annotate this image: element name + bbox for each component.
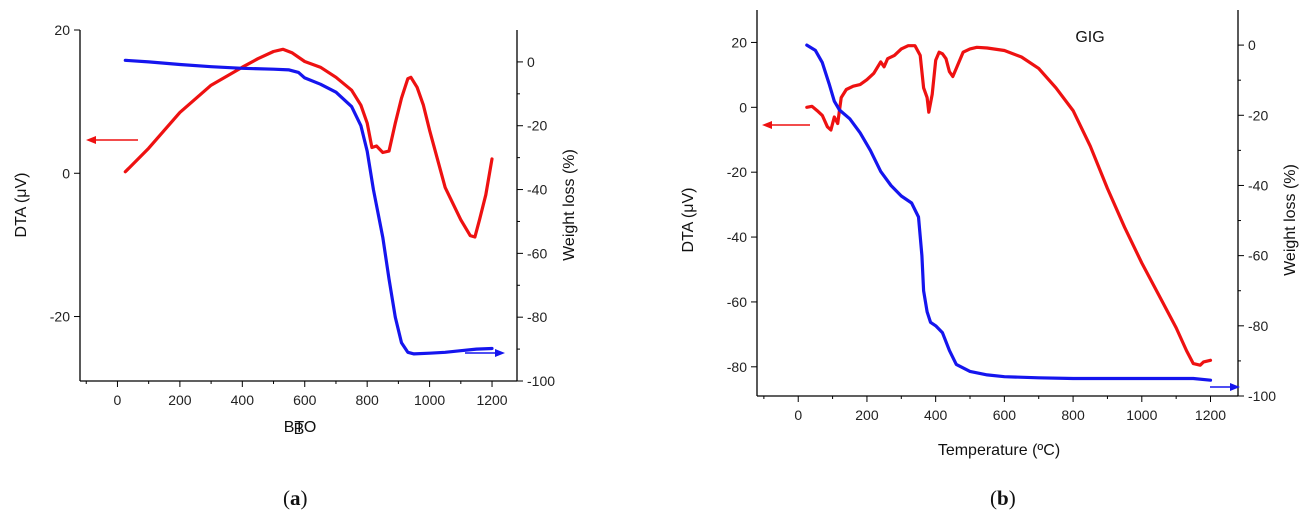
x-tick-label: 800 <box>1061 407 1085 423</box>
dta-axis-arrowhead <box>762 121 772 129</box>
chart-panel-1: 0 200 400 600 800 1000 1200200-200-20-40-60-80… <box>13 22 578 438</box>
caption-b: (b) <box>990 486 1016 510</box>
y-left-tick-label: 20 <box>54 22 70 38</box>
dta-series-line <box>805 44 1213 367</box>
chart-title: GIG <box>1075 29 1104 46</box>
y-axis-left-label: DTA (μV) <box>680 188 697 253</box>
caption-a: (a) <box>283 486 308 510</box>
y-right-tick-label: -60 <box>527 245 547 261</box>
y-axis-left-label: DTA (μV) <box>13 173 30 238</box>
y-axis-right-label: Weight loss (%) <box>561 149 578 261</box>
x-tick-label: 800 <box>355 392 379 408</box>
x-tick-label: 600 <box>293 392 317 408</box>
x-tick-label: 1000 <box>414 392 445 408</box>
x-tick-label: 400 <box>924 407 948 423</box>
weight-loss-series-line <box>123 58 494 356</box>
x-tick-label: 400 <box>231 392 255 408</box>
x-axis-label: B <box>294 421 305 438</box>
y-left-tick-label: -20 <box>727 164 747 180</box>
x-tick-label: 1200 <box>476 392 507 408</box>
y-left-tick-label: 0 <box>739 99 747 115</box>
y-axis-right-label: Weight loss (%) <box>1282 164 1299 276</box>
y-right-tick-label: -20 <box>527 118 547 134</box>
y-right-tick-label: -20 <box>1248 107 1268 123</box>
y-left-tick-label: -80 <box>727 359 747 375</box>
y-left-tick-label: 20 <box>731 34 747 50</box>
y-right-tick-label: 0 <box>527 54 535 70</box>
y-right-tick-label: 0 <box>1248 37 1256 53</box>
y-right-tick-label: -40 <box>1248 177 1268 193</box>
dta-axis-arrowhead <box>86 136 96 144</box>
x-tick-label: 0 <box>794 407 802 423</box>
weight-loss-axis-arrowhead <box>1230 383 1240 391</box>
y-right-tick-label: -80 <box>1248 318 1268 334</box>
weight-loss-axis-arrowhead <box>495 349 505 357</box>
y-right-tick-label: -100 <box>1248 388 1276 404</box>
y-right-tick-label: -100 <box>527 373 555 389</box>
x-tick-label: 200 <box>168 392 192 408</box>
dta-series-line <box>123 47 494 239</box>
x-tick-label: 200 <box>855 407 879 423</box>
chart-panel-2: 0 200 400 600 800 1000 1200200-20-40-60-800-20… <box>680 10 1299 459</box>
chart-title: BTO <box>284 419 317 436</box>
y-left-tick-label: -40 <box>727 229 747 245</box>
x-tick-label: 600 <box>993 407 1017 423</box>
y-right-tick-label: -60 <box>1248 248 1268 264</box>
weight-loss-series-line <box>805 43 1213 382</box>
x-tick-label: 1200 <box>1195 407 1226 423</box>
x-tick-label: 0 <box>114 392 122 408</box>
x-axis-label: Temperature (ºC) <box>938 442 1060 459</box>
y-left-tick-label: -60 <box>727 294 747 310</box>
y-left-tick-label: 0 <box>62 165 70 181</box>
y-right-tick-label: -40 <box>527 182 547 198</box>
y-right-tick-label: -80 <box>527 309 547 325</box>
y-left-tick-label: -20 <box>50 309 70 325</box>
x-tick-label: 1000 <box>1126 407 1157 423</box>
